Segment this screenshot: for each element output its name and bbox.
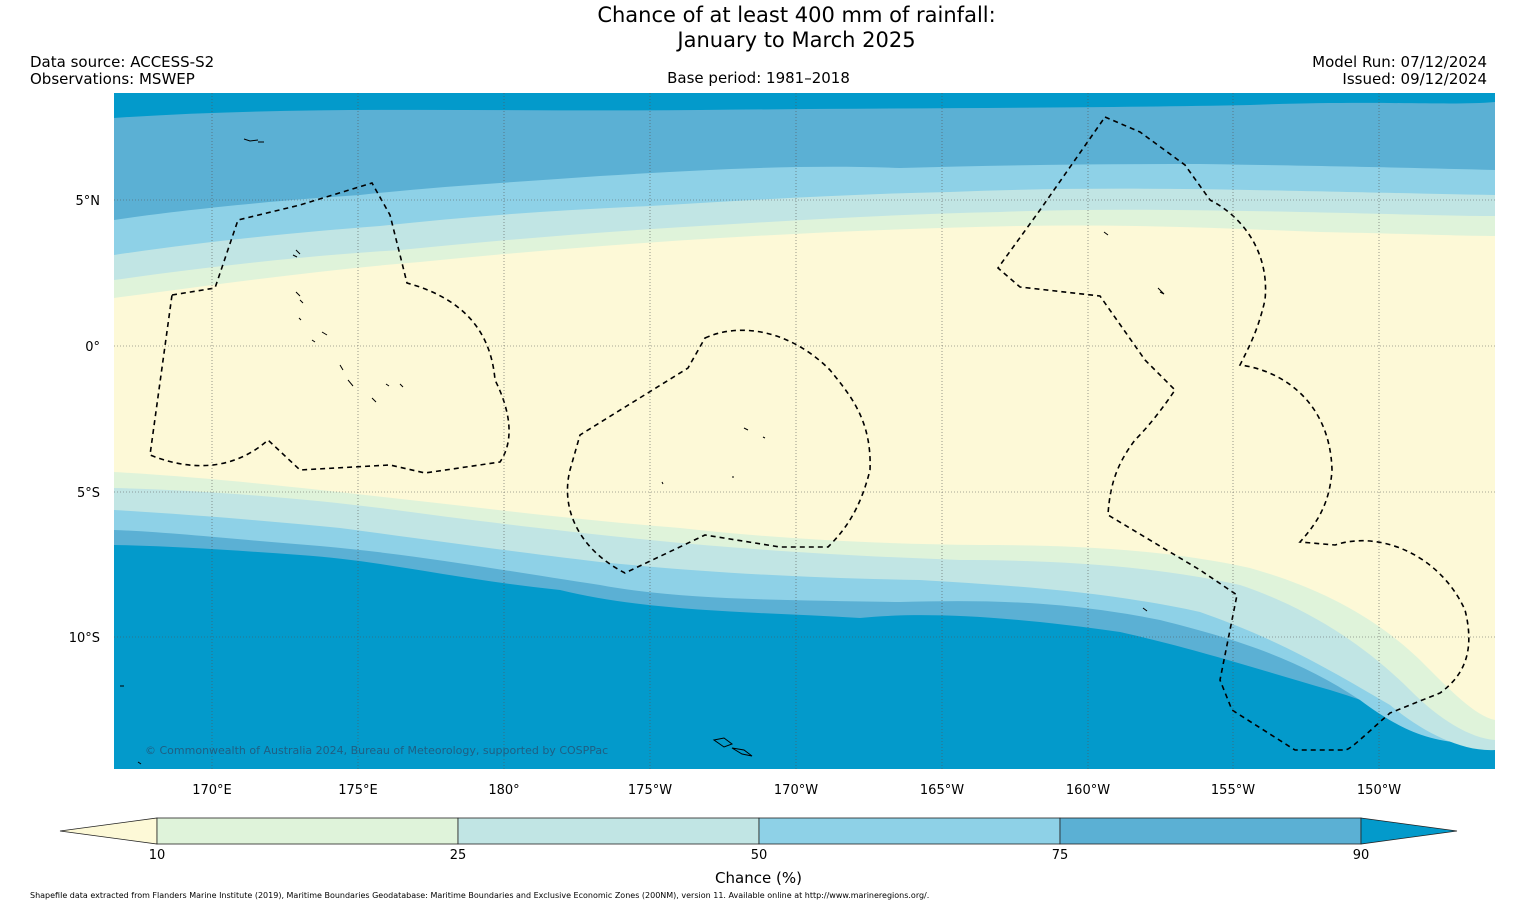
base-period: Base period: 1981–2018 bbox=[667, 69, 850, 87]
lon-label: 175°E bbox=[338, 783, 378, 798]
island-tuvalu-south bbox=[120, 685, 142, 765]
colorbar-extend-high bbox=[1360, 817, 1458, 845]
colorbar-segment bbox=[1059, 817, 1362, 845]
map-title: Chance of at least 400 mm of rainfall: J… bbox=[0, 3, 1517, 53]
meta-left: Data source: ACCESS-S2 Observations: MSW… bbox=[30, 54, 214, 88]
data-source: Data source: ACCESS-S2 bbox=[30, 53, 215, 71]
colorbar-tick: 50 bbox=[750, 848, 768, 863]
title-line-2: January to March 2025 bbox=[677, 28, 916, 52]
island-samoa bbox=[712, 737, 753, 757]
colorbar bbox=[59, 817, 1458, 845]
eez-kiribati-line bbox=[996, 116, 1470, 751]
island-phoenix bbox=[661, 427, 766, 485]
graticule bbox=[114, 93, 1495, 769]
island-line-north bbox=[1103, 231, 1165, 295]
lon-label: 150°W bbox=[1357, 783, 1401, 798]
colorbar-tick: 90 bbox=[1352, 848, 1370, 863]
lat-label: 5°N bbox=[76, 194, 101, 209]
observations: Observations: MSWEP bbox=[30, 70, 195, 88]
colorbar-segment bbox=[457, 817, 760, 845]
island-gilbert-south bbox=[339, 364, 404, 403]
eez-kiribati-phoenix bbox=[566, 329, 871, 574]
colorbar-tick: 10 bbox=[148, 848, 166, 863]
band-below-10 bbox=[114, 225, 1495, 721]
island-marshall-1 bbox=[243, 138, 264, 143]
lon-label: 170°W bbox=[774, 783, 818, 798]
lon-label: 170°E bbox=[192, 783, 232, 798]
issued-date: Issued: 09/12/2024 bbox=[1342, 70, 1487, 88]
eez-kiribati-gilbert bbox=[149, 182, 510, 474]
footnote: Shapefile data extracted from Flanders M… bbox=[30, 891, 930, 900]
model-run: Model Run: 07/12/2024 bbox=[1312, 53, 1487, 71]
colorbar-tick: 75 bbox=[1051, 848, 1069, 863]
lat-label: 0° bbox=[85, 340, 100, 355]
chance-shading bbox=[114, 93, 1495, 769]
island-tarawa bbox=[311, 331, 328, 343]
copyright-notice: © Commonwealth of Australia 2024, Bureau… bbox=[145, 744, 608, 757]
colorbar-segment bbox=[156, 817, 459, 845]
island-gilbert-north bbox=[295, 291, 304, 321]
island-marshall-2 bbox=[292, 249, 301, 258]
lon-label: 165°W bbox=[920, 783, 964, 798]
colorbar-segment bbox=[758, 817, 1061, 845]
meta-right: Model Run: 07/12/2024 Issued: 09/12/2024 bbox=[1312, 54, 1487, 88]
lon-label: 160°W bbox=[1066, 783, 1110, 798]
colorbar-title: Chance (%) bbox=[715, 869, 802, 887]
lon-label: 155°W bbox=[1211, 783, 1255, 798]
longitude-labels: 170°E 175°E 180° 175°W 170°W 165°W 160°W… bbox=[192, 783, 1401, 798]
lon-label: 175°W bbox=[628, 783, 672, 798]
title-line-1: Chance of at least 400 mm of rainfall: bbox=[597, 3, 996, 27]
lat-label: 5°S bbox=[77, 486, 100, 501]
eez-boundaries bbox=[149, 116, 1470, 751]
colorbar-tick: 25 bbox=[449, 848, 467, 863]
lon-label: 180° bbox=[488, 783, 519, 798]
colorbar-extend-low bbox=[59, 817, 158, 845]
lat-label: 10°S bbox=[69, 631, 100, 646]
latitude-labels: 5°N 0° 5°S 10°S bbox=[69, 194, 100, 646]
island-line-south bbox=[1142, 607, 1148, 612]
islands bbox=[120, 138, 1165, 765]
